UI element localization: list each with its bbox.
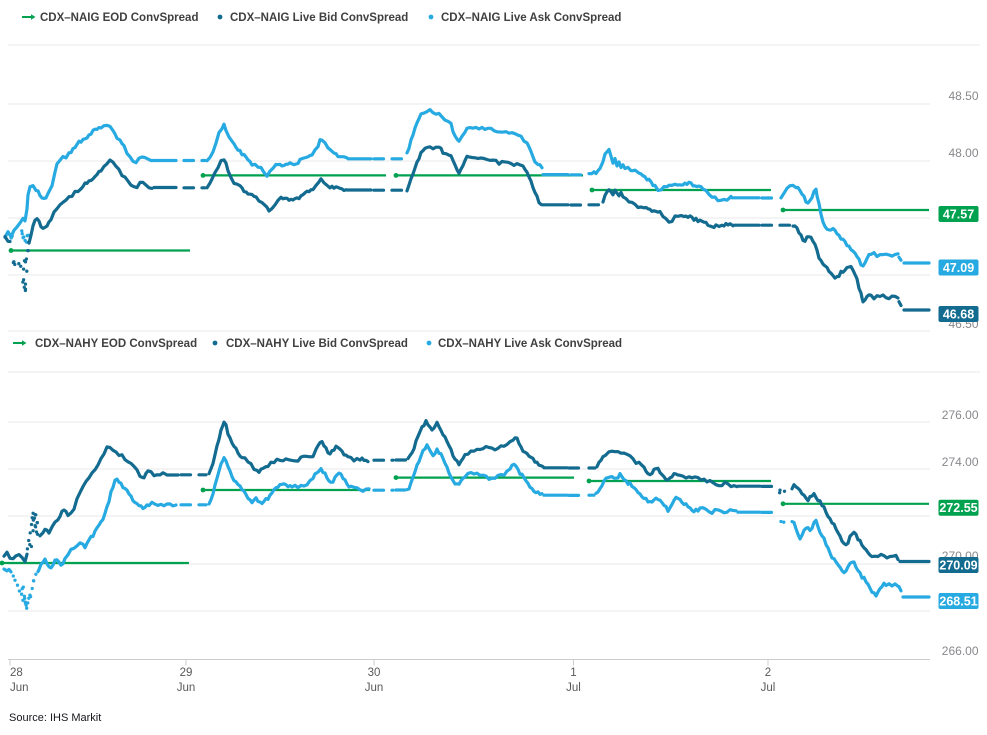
svg-text:CDX–NAHY Live Ask ConvSpread: CDX–NAHY Live Ask ConvSpread [438, 338, 622, 350]
svg-text:CDX–NAIG Live Ask ConvSpread: CDX–NAIG Live Ask ConvSpread [441, 12, 621, 24]
svg-text:Jul: Jul [761, 682, 776, 694]
svg-text:270.09: 270.09 [939, 558, 977, 572]
svg-text:Jun: Jun [177, 682, 196, 694]
svg-text:Source: IHS Markit: Source: IHS Markit [9, 712, 101, 724]
svg-text:2: 2 [765, 667, 771, 679]
svg-text:Jul: Jul [566, 682, 581, 694]
svg-text:1: 1 [570, 667, 576, 679]
svg-text:29: 29 [180, 667, 193, 679]
svg-text:CDX–NAIG EOD ConvSpread: CDX–NAIG EOD ConvSpread [40, 12, 198, 24]
svg-text:28: 28 [10, 667, 23, 679]
svg-text:Jun: Jun [10, 682, 29, 694]
svg-text:47.09: 47.09 [943, 261, 974, 275]
svg-text:48.00: 48.00 [948, 146, 978, 160]
svg-text:274.00: 274.00 [942, 455, 979, 469]
svg-text:CDX–NAIG Live Bid ConvSpread: CDX–NAIG Live Bid ConvSpread [230, 12, 408, 24]
svg-text:CDX–NAHY EOD ConvSpread: CDX–NAHY EOD ConvSpread [35, 338, 197, 350]
svg-text:Jun: Jun [365, 682, 384, 694]
svg-text:266.00: 266.00 [942, 644, 979, 658]
svg-text:268.51: 268.51 [939, 594, 977, 608]
svg-text:272.55: 272.55 [939, 501, 977, 515]
svg-text:30: 30 [368, 667, 381, 679]
svg-text:46.68: 46.68 [943, 307, 974, 321]
svg-text:48.50: 48.50 [948, 89, 978, 103]
svg-text:CDX–NAHY Live Bid ConvSpread: CDX–NAHY Live Bid ConvSpread [226, 338, 408, 350]
svg-text:276.00: 276.00 [942, 408, 979, 422]
svg-text:47.57: 47.57 [943, 207, 974, 221]
